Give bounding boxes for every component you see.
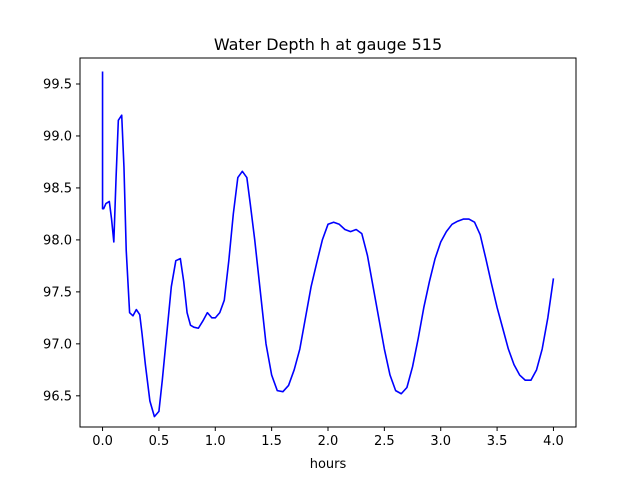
x-tick-label: 1.0 — [205, 434, 226, 449]
x-tick-label: 3.5 — [487, 434, 508, 449]
x-tick-label: 2.5 — [374, 434, 395, 449]
x-tick-label: 3.0 — [430, 434, 451, 449]
y-tick-label: 98.5 — [43, 181, 72, 196]
plot-area: 0.0 0.5 1.0 1.5 2.0 2.5 3.0 3.5 4.0 96.5 97.0 97.5 9… — [43, 57, 577, 449]
chart-title: Water Depth h at gauge 515 — [214, 35, 442, 54]
x-tick-label: 4.0 — [543, 434, 564, 449]
x-tick-label: 0.5 — [149, 434, 170, 449]
x-axis-label: hours — [310, 457, 347, 472]
y-tick-label: 96.5 — [43, 389, 72, 404]
x-tick-label: 2.0 — [318, 434, 339, 449]
y-tick-label: 97.5 — [43, 285, 72, 300]
y-tick-label: 99.5 — [43, 77, 72, 92]
y-tick-label: 98.0 — [43, 233, 72, 248]
x-tick-label: 0.0 — [92, 434, 113, 449]
series-line-0 — [101, 71, 555, 418]
x-tick-label: 1.5 — [261, 434, 282, 449]
y-tick-label: 97.0 — [43, 337, 72, 352]
y-tick-label: 99.0 — [43, 129, 72, 144]
